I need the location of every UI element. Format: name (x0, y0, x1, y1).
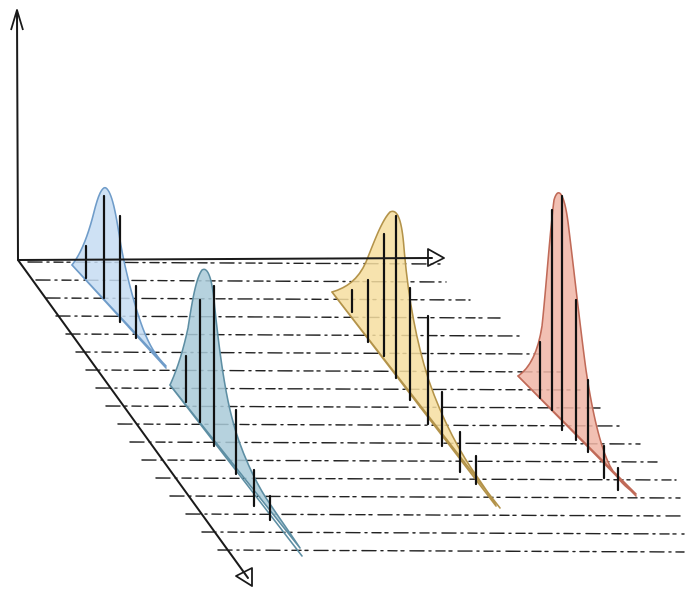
grid-line (129, 441, 641, 445)
grid-line (155, 477, 677, 481)
grid-line (169, 495, 681, 499)
peak-yellow-shape (331, 210, 497, 507)
peak-teal (169, 268, 303, 557)
grid-line (65, 333, 521, 337)
y-axis (16, 13, 19, 261)
grid-line (117, 423, 621, 427)
grid-line (201, 531, 685, 535)
peak-yellow-ridge (331, 291, 501, 509)
peak-red (517, 192, 637, 497)
grid-line (45, 297, 471, 301)
grid-line (141, 459, 661, 463)
grid-line (217, 549, 685, 553)
peak-blue (71, 187, 167, 369)
grid-line (185, 513, 685, 517)
z-axis (17, 259, 249, 579)
grid-line (105, 405, 601, 409)
x-axis (17, 257, 433, 261)
peak-yellow (331, 210, 501, 509)
axes (10, 9, 445, 587)
grid-line (75, 351, 541, 355)
x-axis-arrowhead-icon (427, 248, 445, 267)
z-axis-arrowhead-icon (235, 567, 253, 587)
grid-line (95, 387, 581, 391)
grid-lines (27, 261, 685, 553)
y-axis-arrowhead-icon (10, 9, 24, 31)
grid-line (85, 369, 561, 373)
peak-teal-shape (169, 268, 301, 549)
